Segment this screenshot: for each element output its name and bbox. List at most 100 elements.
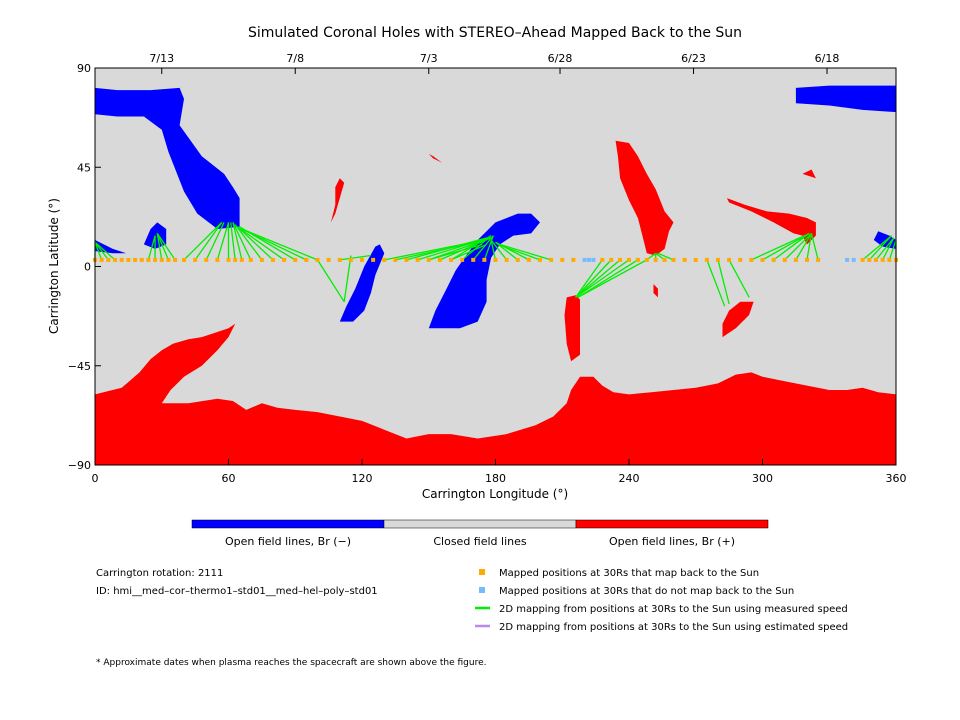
mapped-point-13	[182, 257, 186, 262]
mapped-point-23	[282, 257, 287, 262]
coronal-hole-negative-6	[428, 213, 540, 329]
mapping-line-11	[205, 222, 225, 261]
unmapped-point-2	[591, 257, 596, 262]
mapped-point-74	[873, 257, 878, 262]
coronal-hole-negative-1	[795, 85, 896, 113]
y-axis-label: Carrington Latitude (°)	[47, 198, 61, 334]
top-tick-label-3: 6/28	[548, 52, 573, 65]
y-tick-label-4: −90	[68, 459, 91, 472]
x-tick-label-6: 360	[886, 472, 907, 485]
mapped-point-34	[404, 257, 409, 262]
mapping-line-68	[888, 239, 897, 261]
mapping-line-24	[343, 255, 352, 302]
mapped-point-57	[662, 257, 667, 262]
mapped-point-56	[653, 257, 658, 262]
coronal-hole-positive-9	[564, 295, 580, 362]
mapped-point-14	[193, 257, 198, 262]
mapped-point-67	[771, 257, 776, 262]
top-tick-label-0: 7/13	[149, 52, 174, 65]
mapping-line-10	[194, 222, 223, 261]
model-id: ID: hmi__med–cor–thermo1–std01__med–hel–…	[96, 586, 378, 597]
mapping-line-40	[497, 243, 541, 261]
mapping-lines	[94, 221, 897, 307]
mapped-point-38	[449, 257, 453, 262]
colorbar-negative	[191, 519, 385, 529]
y-tick-label-2: 0	[84, 261, 91, 274]
x-axis: 0 60 120 180 240 300 360	[92, 459, 907, 485]
mapped-point-35	[415, 257, 420, 262]
mapping-line-19	[237, 226, 285, 261]
top-date-axis: 7/13 7/8 7/3 6/28 6/23 6/18	[149, 52, 839, 74]
mapped-point-39	[460, 257, 465, 262]
x-tick-label-0: 0	[92, 472, 99, 485]
mapped-point-22	[271, 257, 275, 262]
mapped-point-17	[226, 257, 231, 262]
legend: Mapped positions at 30Rs that map back t…	[475, 568, 848, 633]
mapping-line-55	[717, 259, 730, 305]
mapping-line-48	[577, 259, 639, 298]
legend-swatch-mapped	[479, 569, 485, 575]
mapped-point-28	[337, 257, 342, 262]
x-tick-label-4: 240	[619, 472, 640, 485]
mapped-point-37	[437, 257, 442, 262]
mapped-point-15	[204, 257, 209, 262]
mapped-point-25	[304, 257, 309, 262]
mapping-line-23	[316, 259, 345, 303]
colorbar-label-negative: Open field lines, Br (−)	[225, 535, 351, 548]
top-tick-label-1: 7/8	[286, 52, 304, 65]
mapped-point-72	[860, 257, 865, 262]
mapping-line-25	[339, 254, 371, 261]
unmapped-point-3	[845, 257, 850, 262]
mapped-point-47	[549, 257, 554, 262]
mapping-line-59	[773, 232, 810, 261]
mapping-line-44	[575, 259, 603, 298]
mapping-line-66	[875, 237, 895, 261]
mapping-line-29	[417, 237, 490, 261]
mapped-point-41	[482, 257, 487, 262]
mapped-point-32	[382, 257, 387, 262]
mapped-point-58	[671, 257, 676, 262]
unmapped-point-0	[582, 257, 587, 262]
mapped-point-33	[393, 257, 398, 262]
mapping-line-14	[230, 222, 236, 260]
x-tick-label-3: 180	[485, 472, 506, 485]
mapped-point-18	[233, 257, 238, 262]
mapping-line-49	[577, 259, 648, 298]
mapped-point-7	[139, 257, 144, 262]
x-tick-label-5: 300	[752, 472, 773, 485]
carrington-rotation: Carrington rotation: 2111	[96, 568, 223, 579]
mapping-line-43	[450, 243, 487, 261]
mapped-point-20	[248, 257, 253, 262]
footnote: * Approximate dates when plasma reaches …	[96, 658, 487, 668]
mapping-line-42	[428, 243, 483, 261]
mapping-line-61	[795, 233, 813, 261]
mapped-point-49	[571, 257, 576, 262]
coronal-hole-positive-7	[95, 323, 896, 465]
mapped-point-50	[600, 257, 605, 262]
mapped-point-8	[146, 257, 151, 262]
mapping-line-2	[94, 241, 109, 261]
mapped-points	[93, 257, 898, 262]
mapping-line-47	[575, 259, 630, 298]
mapping-line-60	[784, 232, 812, 261]
unmapped-point-4	[851, 257, 856, 262]
mapping-line-17	[234, 224, 263, 261]
mapped-point-44	[515, 257, 520, 262]
mapped-point-71	[816, 257, 821, 262]
mapped-point-4	[119, 257, 124, 262]
mapped-point-26	[315, 257, 320, 262]
mapping-line-9	[183, 221, 223, 261]
mapping-line-64	[862, 235, 892, 261]
mapping-line-7	[156, 233, 170, 261]
mapping-line-53	[657, 252, 674, 261]
y-tick-label-0: 90	[77, 62, 91, 75]
top-tick-label-2: 7/3	[420, 52, 438, 65]
mapping-line-4	[147, 235, 156, 261]
mapped-point-76	[887, 257, 892, 262]
legend-swatch-not-mapped	[479, 587, 485, 593]
mapped-point-63	[727, 257, 732, 262]
mapping-line-22	[241, 228, 318, 261]
coronal-hole-positive-13	[428, 154, 443, 163]
mapping-line-58	[762, 232, 810, 261]
coronal-hole-positive-10	[722, 301, 754, 338]
